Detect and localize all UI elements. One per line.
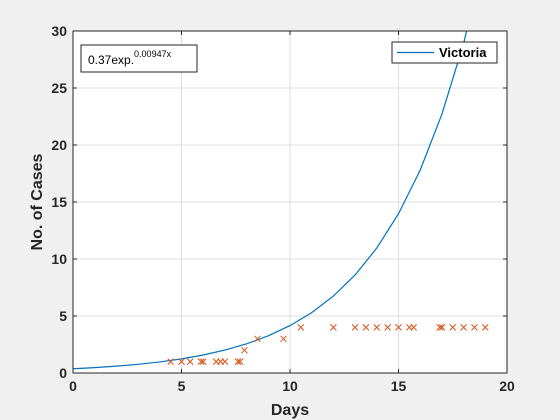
y-tick-label: 20 bbox=[51, 137, 67, 153]
annotation-box bbox=[80, 44, 198, 73]
legend: Victoria bbox=[391, 41, 498, 64]
annotation-text: 0.37exp.0.00947x bbox=[88, 49, 172, 67]
tick-labels: 0 5 10 15 20 0 5 10 15 20 25 30 bbox=[51, 23, 515, 394]
axis-ticks bbox=[72, 30, 508, 374]
y-tick-label: 0 bbox=[59, 365, 67, 381]
data-point-x-marker bbox=[351, 324, 359, 331]
data-point-x-marker bbox=[280, 335, 287, 343]
x-tick-label: 5 bbox=[178, 378, 186, 394]
y-tick-label: 15 bbox=[51, 194, 67, 210]
series-layer bbox=[73, 31, 489, 370]
x-tick-label: 10 bbox=[282, 378, 298, 394]
data-point-x-marker bbox=[410, 324, 418, 331]
data-point-x-marker bbox=[236, 358, 244, 365]
data-point-x-marker bbox=[199, 358, 207, 365]
y-axis-title: No. of Cases bbox=[29, 153, 46, 250]
data-point-x-marker bbox=[481, 324, 489, 331]
data-point-x-marker bbox=[167, 358, 175, 365]
data-point-x-marker bbox=[362, 324, 370, 331]
y-tick-label: 10 bbox=[51, 251, 67, 267]
data-point-x-marker bbox=[471, 324, 478, 331]
legend-entry-victoria: Victoria bbox=[439, 45, 487, 60]
data-point-x-marker bbox=[221, 358, 229, 365]
data-point-x-marker bbox=[330, 324, 337, 331]
y-tick-label: 5 bbox=[59, 308, 67, 324]
annotation-base: 0.37exp. bbox=[88, 53, 134, 67]
data-point-x-marker bbox=[241, 346, 248, 354]
data-point-x-marker bbox=[297, 324, 305, 331]
series-observed-points bbox=[167, 324, 489, 365]
data-point-x-marker bbox=[373, 324, 381, 331]
legend-box bbox=[391, 41, 498, 64]
x-tick-label: 20 bbox=[499, 378, 515, 394]
data-point-x-marker bbox=[438, 324, 446, 331]
data-point-x-marker bbox=[384, 324, 392, 331]
series-line-victoria bbox=[73, 31, 468, 370]
x-tick-label: 0 bbox=[69, 378, 77, 394]
data-point-x-marker bbox=[197, 358, 205, 365]
data-point-x-marker bbox=[436, 324, 444, 331]
data-point-x-marker bbox=[186, 358, 194, 365]
x-axis-title: Days bbox=[271, 402, 309, 419]
data-point-x-marker bbox=[395, 324, 402, 331]
y-tick-label: 30 bbox=[51, 23, 67, 39]
grid-lines bbox=[73, 31, 507, 373]
data-point-x-marker bbox=[234, 358, 242, 365]
data-point-x-marker bbox=[460, 324, 467, 331]
x-tick-label: 15 bbox=[391, 378, 407, 394]
data-point-x-marker bbox=[449, 324, 457, 331]
fit-annotation: 0.37exp.0.00947x bbox=[80, 44, 198, 73]
annotation-exponent: 0.00947x bbox=[134, 49, 172, 59]
data-point-x-marker bbox=[254, 335, 261, 343]
y-tick-label: 25 bbox=[51, 80, 67, 96]
data-point-x-marker bbox=[178, 358, 185, 365]
